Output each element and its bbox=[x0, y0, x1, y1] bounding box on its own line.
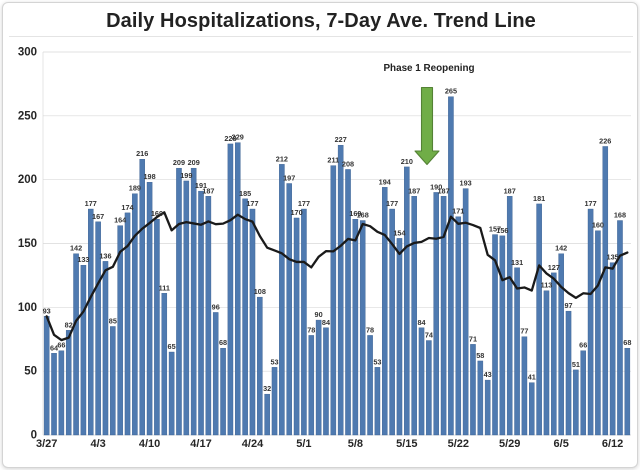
svg-text:41: 41 bbox=[528, 373, 536, 382]
svg-text:169: 169 bbox=[151, 209, 163, 218]
svg-text:216: 216 bbox=[136, 149, 148, 158]
svg-text:226: 226 bbox=[599, 136, 611, 145]
svg-text:209: 209 bbox=[173, 158, 185, 167]
svg-text:198: 198 bbox=[143, 172, 155, 181]
svg-text:164: 164 bbox=[114, 216, 127, 225]
svg-text:113: 113 bbox=[541, 281, 553, 290]
svg-text:197: 197 bbox=[283, 174, 295, 183]
svg-text:167: 167 bbox=[92, 212, 104, 221]
svg-text:97: 97 bbox=[564, 301, 572, 310]
svg-text:50: 50 bbox=[24, 366, 37, 378]
svg-text:187: 187 bbox=[202, 186, 214, 195]
svg-text:100: 100 bbox=[18, 302, 37, 314]
svg-text:65: 65 bbox=[168, 342, 176, 351]
svg-text:66: 66 bbox=[579, 341, 587, 350]
svg-text:53: 53 bbox=[270, 357, 278, 366]
svg-text:208: 208 bbox=[342, 159, 354, 168]
svg-text:96: 96 bbox=[212, 302, 220, 311]
svg-text:78: 78 bbox=[307, 325, 315, 334]
svg-text:300: 300 bbox=[18, 47, 37, 59]
svg-text:177: 177 bbox=[386, 199, 398, 208]
svg-text:32: 32 bbox=[263, 384, 271, 393]
svg-text:181: 181 bbox=[533, 194, 545, 203]
svg-text:171: 171 bbox=[452, 207, 464, 216]
svg-text:177: 177 bbox=[298, 199, 310, 208]
svg-text:108: 108 bbox=[254, 287, 266, 296]
svg-text:168: 168 bbox=[357, 211, 369, 220]
svg-text:187: 187 bbox=[437, 186, 449, 195]
svg-text:168: 168 bbox=[614, 211, 626, 220]
svg-text:229: 229 bbox=[232, 133, 244, 142]
svg-text:82: 82 bbox=[65, 320, 73, 329]
svg-text:212: 212 bbox=[276, 154, 288, 163]
svg-text:189: 189 bbox=[129, 184, 141, 193]
svg-text:58: 58 bbox=[476, 351, 484, 360]
svg-text:187: 187 bbox=[504, 186, 516, 195]
svg-text:71: 71 bbox=[469, 334, 477, 343]
svg-text:177: 177 bbox=[246, 199, 258, 208]
svg-text:211: 211 bbox=[327, 156, 339, 165]
svg-text:77: 77 bbox=[520, 327, 528, 336]
svg-text:43: 43 bbox=[484, 370, 492, 379]
svg-text:185: 185 bbox=[239, 189, 251, 198]
svg-text:154: 154 bbox=[393, 228, 406, 237]
svg-text:200: 200 bbox=[18, 174, 37, 186]
svg-text:209: 209 bbox=[188, 158, 200, 167]
svg-text:265: 265 bbox=[445, 87, 457, 96]
svg-text:250: 250 bbox=[18, 110, 37, 122]
svg-text:51: 51 bbox=[572, 360, 580, 369]
svg-text:68: 68 bbox=[219, 338, 227, 347]
svg-text:136: 136 bbox=[99, 251, 111, 260]
svg-text:142: 142 bbox=[555, 244, 567, 253]
svg-text:111: 111 bbox=[159, 283, 170, 292]
svg-text:187: 187 bbox=[408, 186, 420, 195]
svg-text:150: 150 bbox=[18, 238, 37, 250]
svg-text:170: 170 bbox=[290, 208, 302, 217]
svg-text:194: 194 bbox=[379, 177, 392, 186]
svg-text:142: 142 bbox=[70, 244, 82, 253]
svg-text:160: 160 bbox=[592, 221, 604, 230]
svg-text:177: 177 bbox=[85, 199, 97, 208]
svg-text:84: 84 bbox=[322, 318, 331, 327]
svg-text:199: 199 bbox=[180, 171, 192, 180]
svg-text:131: 131 bbox=[511, 258, 523, 267]
svg-text:177: 177 bbox=[584, 199, 596, 208]
svg-text:127: 127 bbox=[548, 263, 560, 272]
svg-text:78: 78 bbox=[366, 325, 374, 334]
svg-text:135: 135 bbox=[607, 253, 619, 262]
svg-text:193: 193 bbox=[460, 179, 472, 188]
svg-text:85: 85 bbox=[109, 316, 117, 325]
svg-text:156: 156 bbox=[496, 226, 508, 235]
svg-text:133: 133 bbox=[77, 255, 89, 264]
svg-text:210: 210 bbox=[401, 157, 413, 166]
svg-text:227: 227 bbox=[335, 135, 347, 144]
svg-text:68: 68 bbox=[623, 338, 631, 347]
svg-text:93: 93 bbox=[43, 306, 51, 315]
svg-text:84: 84 bbox=[417, 318, 426, 327]
svg-text:174: 174 bbox=[121, 203, 134, 212]
svg-text:74: 74 bbox=[425, 331, 434, 340]
svg-text:66: 66 bbox=[57, 341, 65, 350]
svg-text:53: 53 bbox=[373, 357, 381, 366]
